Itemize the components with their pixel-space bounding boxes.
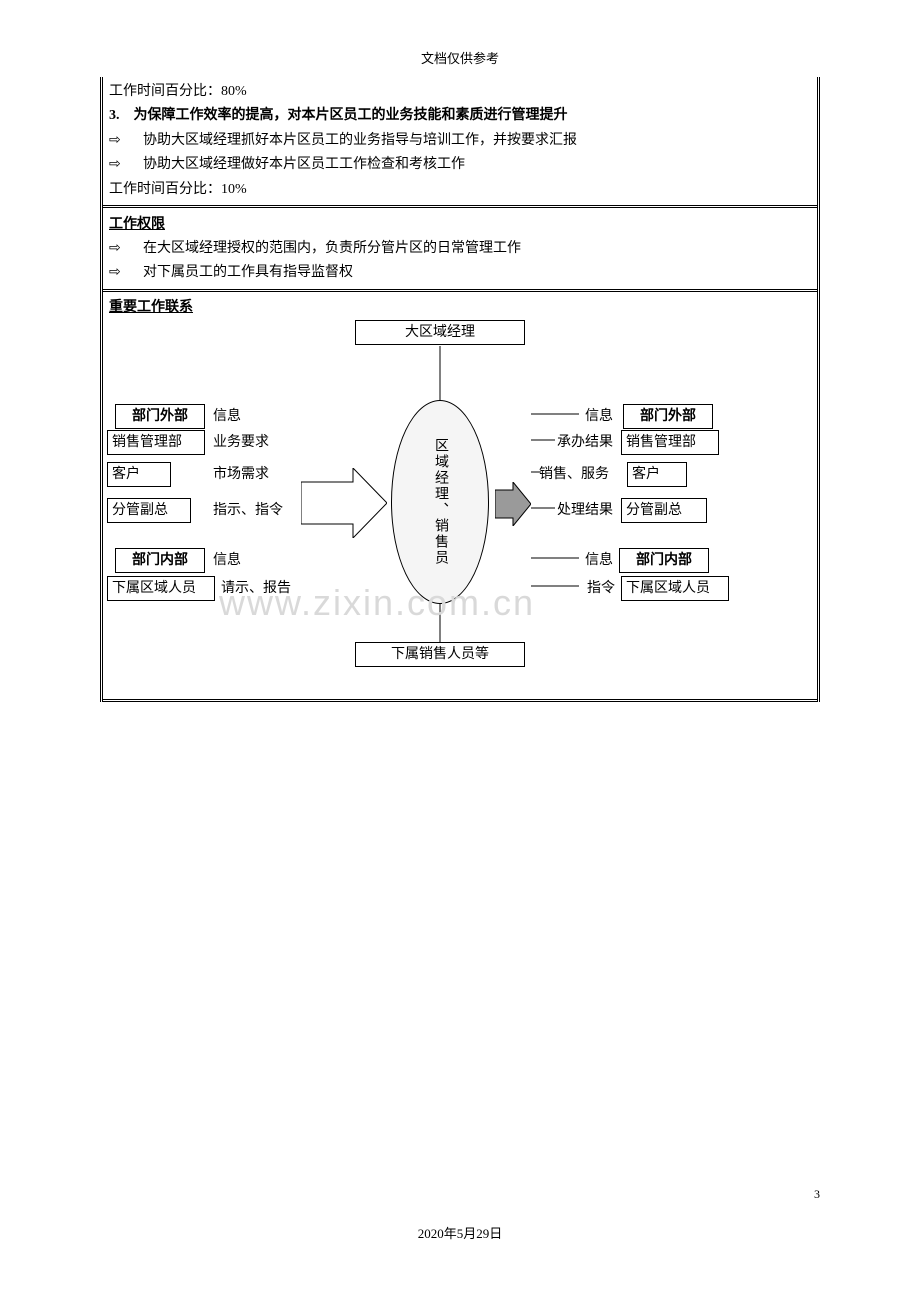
item3-num: 3. bbox=[109, 108, 120, 123]
time-pct-80: 工作时间百分比：80% bbox=[109, 80, 811, 104]
section-contacts-diagram: 重要工作联系 大区域经理 区域经理、销售员 部门外部 信息 销售管理部 业务要求… bbox=[103, 292, 817, 702]
right-row4-label: 指令 bbox=[587, 580, 615, 598]
right-row3-box: 分管副总 bbox=[621, 498, 707, 524]
bottom-staff-box: 下属销售人员等 bbox=[355, 642, 525, 668]
left-row1-box: 销售管理部 bbox=[107, 430, 205, 456]
right-row4-box: 下属区域人员 bbox=[621, 576, 729, 602]
main-frame: 工作时间百分比：80% 3. 为保障工作效率的提高，对本片区员工的业务技能和素质… bbox=[100, 77, 820, 702]
left-ext-header: 部门外部 bbox=[115, 404, 205, 430]
left-row2-label: 市场需求 bbox=[213, 466, 269, 484]
right-row1-box: 销售管理部 bbox=[621, 430, 719, 456]
connector-line-bottom bbox=[438, 604, 442, 644]
s1-bullet2: ⇨ 协助大区域经理做好本片区员工工作检查和考核工作 bbox=[109, 153, 811, 177]
left-row2-box: 客户 bbox=[107, 462, 171, 488]
left-ext-info: 信息 bbox=[213, 408, 241, 426]
arrow-icon: ⇨ bbox=[109, 238, 143, 260]
big-arrow-right-icon bbox=[495, 482, 531, 526]
right-row2-box: 客户 bbox=[627, 462, 687, 488]
right-int-info: 信息 bbox=[585, 552, 613, 570]
s2-bullet2: ⇨ 对下属员工的工作具有指导监督权 bbox=[109, 261, 811, 285]
left-row1-label: 业务要求 bbox=[213, 434, 269, 452]
s1-bullet1: ⇨ 协助大区域经理抓好本片区员工的业务指导与培训工作，并按要求汇报 bbox=[109, 129, 811, 153]
section-authority: 工作权限 ⇨ 在大区域经理授权的范围内，负责所分管片区的日常管理工作 ⇨ 对下属… bbox=[103, 208, 817, 292]
center-ellipse-text: 区域经理、销售员 bbox=[430, 438, 450, 566]
s2-bullet1: ⇨ 在大区域经理授权的范围内，负责所分管片区的日常管理工作 bbox=[109, 237, 811, 261]
time-pct-10: 工作时间百分比：10% bbox=[109, 178, 811, 202]
page-header-note: 文档仅供参考 bbox=[0, 0, 920, 77]
s1-b2-text: 协助大区域经理做好本片区员工工作检查和考核工作 bbox=[143, 154, 465, 176]
item3-title: 为保障工作效率的提高，对本片区员工的业务技能和素质进行管理提升 bbox=[134, 108, 568, 123]
page-number: 3 bbox=[814, 1187, 820, 1202]
contacts-title: 重要工作联系 bbox=[103, 292, 817, 320]
center-ellipse: 区域经理、销售员 bbox=[391, 400, 489, 604]
big-arrow-left-icon bbox=[301, 468, 387, 538]
arrow-icon: ⇨ bbox=[109, 130, 143, 152]
left-int-info: 信息 bbox=[213, 552, 241, 570]
s2-b2-text: 对下属员工的工作具有指导监督权 bbox=[143, 262, 353, 284]
authority-title: 工作权限 bbox=[109, 211, 811, 237]
left-row3-box: 分管副总 bbox=[107, 498, 191, 524]
left-row4-box: 下属区域人员 bbox=[107, 576, 215, 602]
item3-line: 3. 为保障工作效率的提高，对本片区员工的业务技能和素质进行管理提升 bbox=[109, 104, 811, 128]
right-ext-info: 信息 bbox=[585, 408, 613, 426]
section-responsibilities: 工作时间百分比：80% 3. 为保障工作效率的提高，对本片区员工的业务技能和素质… bbox=[103, 77, 817, 208]
left-row4-label: 请示、报告 bbox=[221, 580, 291, 598]
arrow-icon: ⇨ bbox=[109, 262, 143, 284]
connector-line-top bbox=[438, 346, 442, 404]
left-int-header: 部门内部 bbox=[115, 548, 205, 574]
top-manager-box: 大区域经理 bbox=[355, 320, 525, 346]
right-connectors bbox=[531, 412, 579, 592]
right-ext-header: 部门外部 bbox=[623, 404, 713, 430]
s2-b1-text: 在大区域经理授权的范围内，负责所分管片区的日常管理工作 bbox=[143, 238, 521, 260]
s1-b1-text: 协助大区域经理抓好本片区员工的业务指导与培训工作，并按要求汇报 bbox=[143, 130, 577, 152]
left-row3-label: 指示、指令 bbox=[213, 502, 283, 520]
page-date: 2020年5月29日 bbox=[0, 1223, 920, 1242]
right-int-header: 部门内部 bbox=[619, 548, 709, 574]
arrow-icon: ⇨ bbox=[109, 154, 143, 176]
